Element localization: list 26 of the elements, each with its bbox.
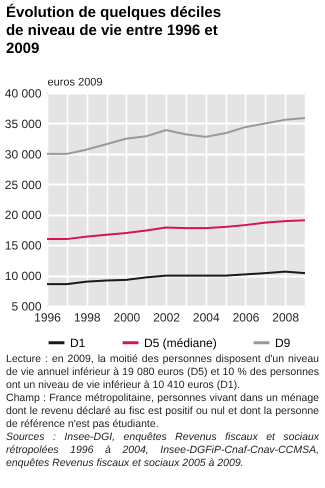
x-tick-label: 2008: [272, 310, 300, 324]
y-tick-label: 30 000: [4, 147, 42, 162]
y-axis-title: euros 2009: [48, 76, 103, 88]
y-tick-label: 15 000: [4, 238, 42, 253]
legend-label: D5 (médiane): [144, 336, 217, 350]
y-tick-label: 20 000: [4, 208, 42, 222]
text: Lecture : en 2009, la moitié des personnes disposent d'un niveau de vie annuel inférieur à 19 080 euros (D5) et 10 % des personnes ont un niveau de vie inférieur à 10 410 euros (D1).: [6, 353, 319, 392]
line-series: [46, 116, 306, 155]
x-tick-label: 2006: [232, 310, 260, 324]
y-tick-label: 35 000: [4, 116, 42, 131]
y-tick-label: 10 000: [4, 269, 42, 284]
chart-title: Évolution de quelques déciles de niveau de vie entre 1996 et 2009: [5, 2, 222, 58]
source-note: Sources : Insee-DGI, enquêtes Revenus fiscaux et sociaux rétropolées 1996 à 2004, Insee-DGFiP-Cnaf-Cnav-CCMSA, enquêtes Revenus fiscaux et sociaux 2005 à 2009.: [6, 431, 319, 470]
y-tick-label: 25 000: [4, 178, 42, 192]
text: Champ : France métropolitaine, personnes vivant dans un ménage dont le revenu déclaré au fisc est positif ou nul et dont la personne de référence n'est pas étudiante.: [6, 392, 319, 431]
x-tick-label: 2000: [114, 310, 141, 324]
y-tick-label: 40 000: [4, 86, 42, 100]
legend-label: D1: [70, 336, 86, 350]
y-tick-label: 5 000: [11, 300, 42, 314]
x-tick-label: 2002: [153, 310, 180, 324]
line-series: [46, 219, 306, 240]
legend-label: D9: [275, 336, 291, 350]
line-series: [46, 270, 306, 286]
x-tick-label: 1996: [34, 310, 62, 324]
x-tick-label: 2004: [192, 310, 220, 324]
x-tick-label: 1998: [74, 310, 101, 324]
